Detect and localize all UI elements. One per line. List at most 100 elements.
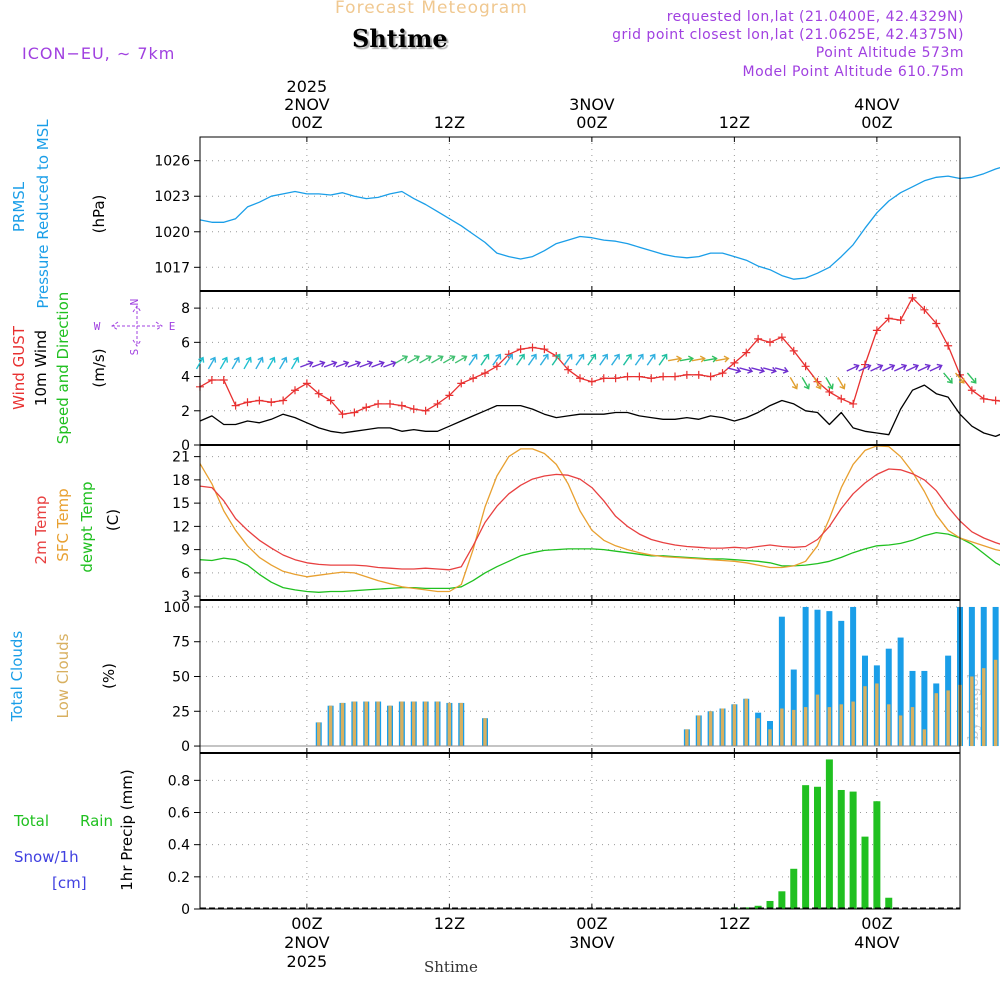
total-label: Total — [13, 812, 49, 830]
grid-point-coords: grid point closest lon,lat (21.0625E, 42… — [612, 27, 964, 43]
wind-gust-marker — [777, 333, 786, 342]
y-tick-label: 0.4 — [168, 838, 190, 854]
wind-direction-arrow — [468, 353, 478, 366]
wind-direction-arrow — [575, 353, 585, 366]
y-tick-label: 50 — [172, 670, 190, 686]
temp-2m-label: 2m Temp — [32, 496, 50, 565]
wind-direction-arrow — [634, 353, 644, 366]
low-cloud-bar — [459, 702, 463, 747]
wind-direction-arrow — [347, 360, 362, 368]
compass-west-label: W — [94, 320, 101, 333]
low-cloud-bar — [423, 701, 428, 747]
wind-gust-marker — [564, 365, 573, 374]
wind-direction-arrow — [587, 353, 597, 366]
wind-gust-marker — [647, 374, 656, 383]
low-cloud-bar — [922, 729, 927, 747]
low-cloud-bar — [946, 690, 950, 747]
wind-gust-marker — [825, 387, 834, 396]
model-label: ICON−EU, ∼ 7km — [22, 44, 176, 63]
low-cloud-bar — [483, 718, 487, 747]
low-cloud-bar — [839, 704, 843, 747]
wind-gust-marker — [967, 386, 976, 395]
wind-gust-marker — [694, 370, 703, 379]
surface-temp-line — [199, 445, 1000, 593]
compass-rose-icon — [111, 305, 163, 347]
wind-direction-arrow — [599, 353, 609, 366]
low-cloud-bar — [376, 701, 380, 747]
y-tick-label: 0.8 — [168, 773, 190, 789]
wind-direction-arrow — [917, 363, 931, 372]
panel-frame — [199, 752, 961, 910]
wind-direction-arrow — [837, 376, 846, 390]
low-cloud-bar — [388, 705, 392, 747]
wind-direction-arrow — [279, 356, 288, 370]
compass-east-label: E — [169, 320, 176, 333]
rain-bar — [742, 907, 750, 909]
top-time-label: 4NOV — [854, 95, 899, 114]
pressure-unit-label: (hPa) — [90, 195, 108, 234]
bottom-time-label: 12Z — [719, 914, 750, 933]
y-tick-label: 0.6 — [168, 806, 190, 822]
y-tick-label: 12 — [172, 519, 190, 535]
wind-gust-marker — [789, 346, 798, 355]
wind-gust-marker — [742, 348, 751, 357]
y-tick-label: 6 — [181, 335, 190, 351]
wind-direction-arrow — [954, 372, 965, 384]
wind-direction-arrow — [492, 353, 502, 366]
dewpoint-line — [199, 531, 1000, 593]
bottom-time-label: 00Z — [576, 914, 607, 933]
wind-gust-marker — [219, 375, 228, 384]
wind-gust-marker — [338, 410, 347, 419]
bottom-time-label: 12Z — [434, 914, 465, 933]
wind-direction-arrow — [813, 376, 822, 390]
y-tick-label: 0 — [181, 739, 190, 755]
total-cloud-bar — [850, 606, 857, 747]
wind-gust-marker — [433, 399, 442, 408]
y-tick-label: 6 — [181, 566, 190, 582]
total-cloud-bar — [802, 606, 809, 747]
y-tick-label: 15 — [172, 496, 190, 512]
wind-gust-marker — [599, 374, 608, 383]
requested-coords: requested lon,lat (21.0400E, 42.4329N) — [666, 9, 964, 25]
wind-gust-line — [199, 297, 1000, 415]
y-tick-label: 0.2 — [168, 870, 190, 886]
wind-gust-marker — [374, 399, 383, 408]
low-cloud-bar — [898, 715, 903, 747]
wind-gust-marker — [350, 408, 359, 417]
top-time-label: 12Z — [719, 113, 750, 132]
low-cloud-bar — [328, 705, 333, 747]
rain-bar — [885, 897, 893, 909]
rain-bar — [849, 791, 857, 909]
wind-direction-arrow — [727, 366, 742, 374]
wind-direction-arrow — [311, 360, 326, 368]
low-cloud-bar — [317, 722, 321, 747]
wind-gust-marker — [682, 370, 691, 379]
low-cloud-bar — [340, 702, 345, 747]
bottom-time-label: 2025 — [287, 952, 328, 971]
wind-direction-arrow — [679, 355, 694, 363]
top-time-label: 00Z — [861, 113, 892, 132]
wind-gust-marker — [659, 372, 668, 381]
wind-gust-marker — [492, 362, 501, 371]
y-tick-label: 8 — [181, 301, 190, 317]
wind-direction-arrow — [893, 363, 908, 372]
wind-gust-marker — [623, 372, 632, 381]
panel-frame — [199, 290, 961, 446]
wind-direction-arrow — [646, 353, 656, 366]
wind-gust-marker — [908, 293, 917, 302]
wind-direction-arrow — [255, 356, 264, 370]
wind-gust-marker — [362, 403, 371, 412]
wind-direction-arrow — [751, 366, 766, 374]
top-time-label: 2NOV — [284, 95, 329, 114]
wind-direction-arrow — [551, 353, 561, 366]
wind-gust-marker — [587, 377, 596, 386]
wind-direction-arrow — [846, 363, 860, 372]
y-tick-label: 1017 — [154, 260, 190, 276]
footer-location: Shtime — [424, 958, 478, 976]
wind-gust-marker — [979, 394, 988, 403]
top-time-label: 00Z — [291, 113, 322, 132]
low-cloud-bar — [827, 707, 832, 747]
wind-direction-arrow — [691, 355, 706, 363]
wind-gust-marker — [849, 399, 858, 408]
wind-direction-arrow — [929, 363, 943, 372]
